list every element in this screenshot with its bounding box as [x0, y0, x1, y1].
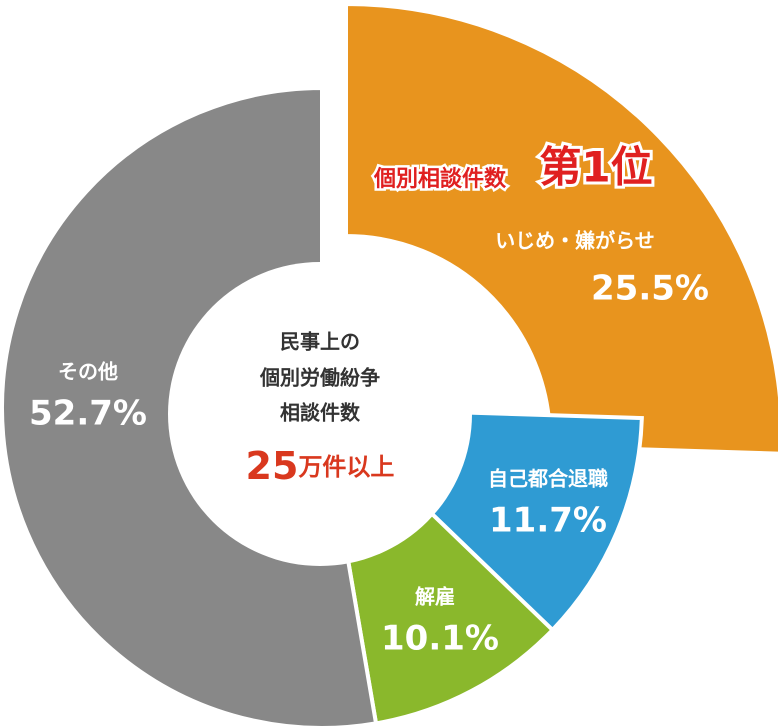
pie-slice	[344, 1, 778, 456]
slice-label: 自己都合退職	[488, 467, 608, 491]
center-total: 25万件以上	[246, 444, 395, 488]
value-label: 10.1%	[381, 619, 499, 659]
value-label: 25.5%	[591, 269, 709, 309]
total-number: 25	[246, 444, 299, 488]
center-text: 民事上の	[280, 330, 360, 354]
annotation-rank: 第1位	[539, 143, 652, 192]
slice-label: その他	[58, 360, 118, 384]
value-label: 52.7%	[29, 394, 147, 434]
slice-label: いじめ・嫌がらせ	[495, 229, 655, 253]
value-label: 11.7%	[489, 501, 607, 541]
slice-label: 解雇	[415, 585, 455, 609]
center-text: 相談件数	[280, 401, 361, 425]
center-text: 個別労働紛争	[259, 366, 380, 390]
annotation-text: 個別相談件数	[373, 166, 507, 192]
total-unit: 万件以上	[298, 453, 394, 481]
center-circle	[168, 262, 472, 566]
